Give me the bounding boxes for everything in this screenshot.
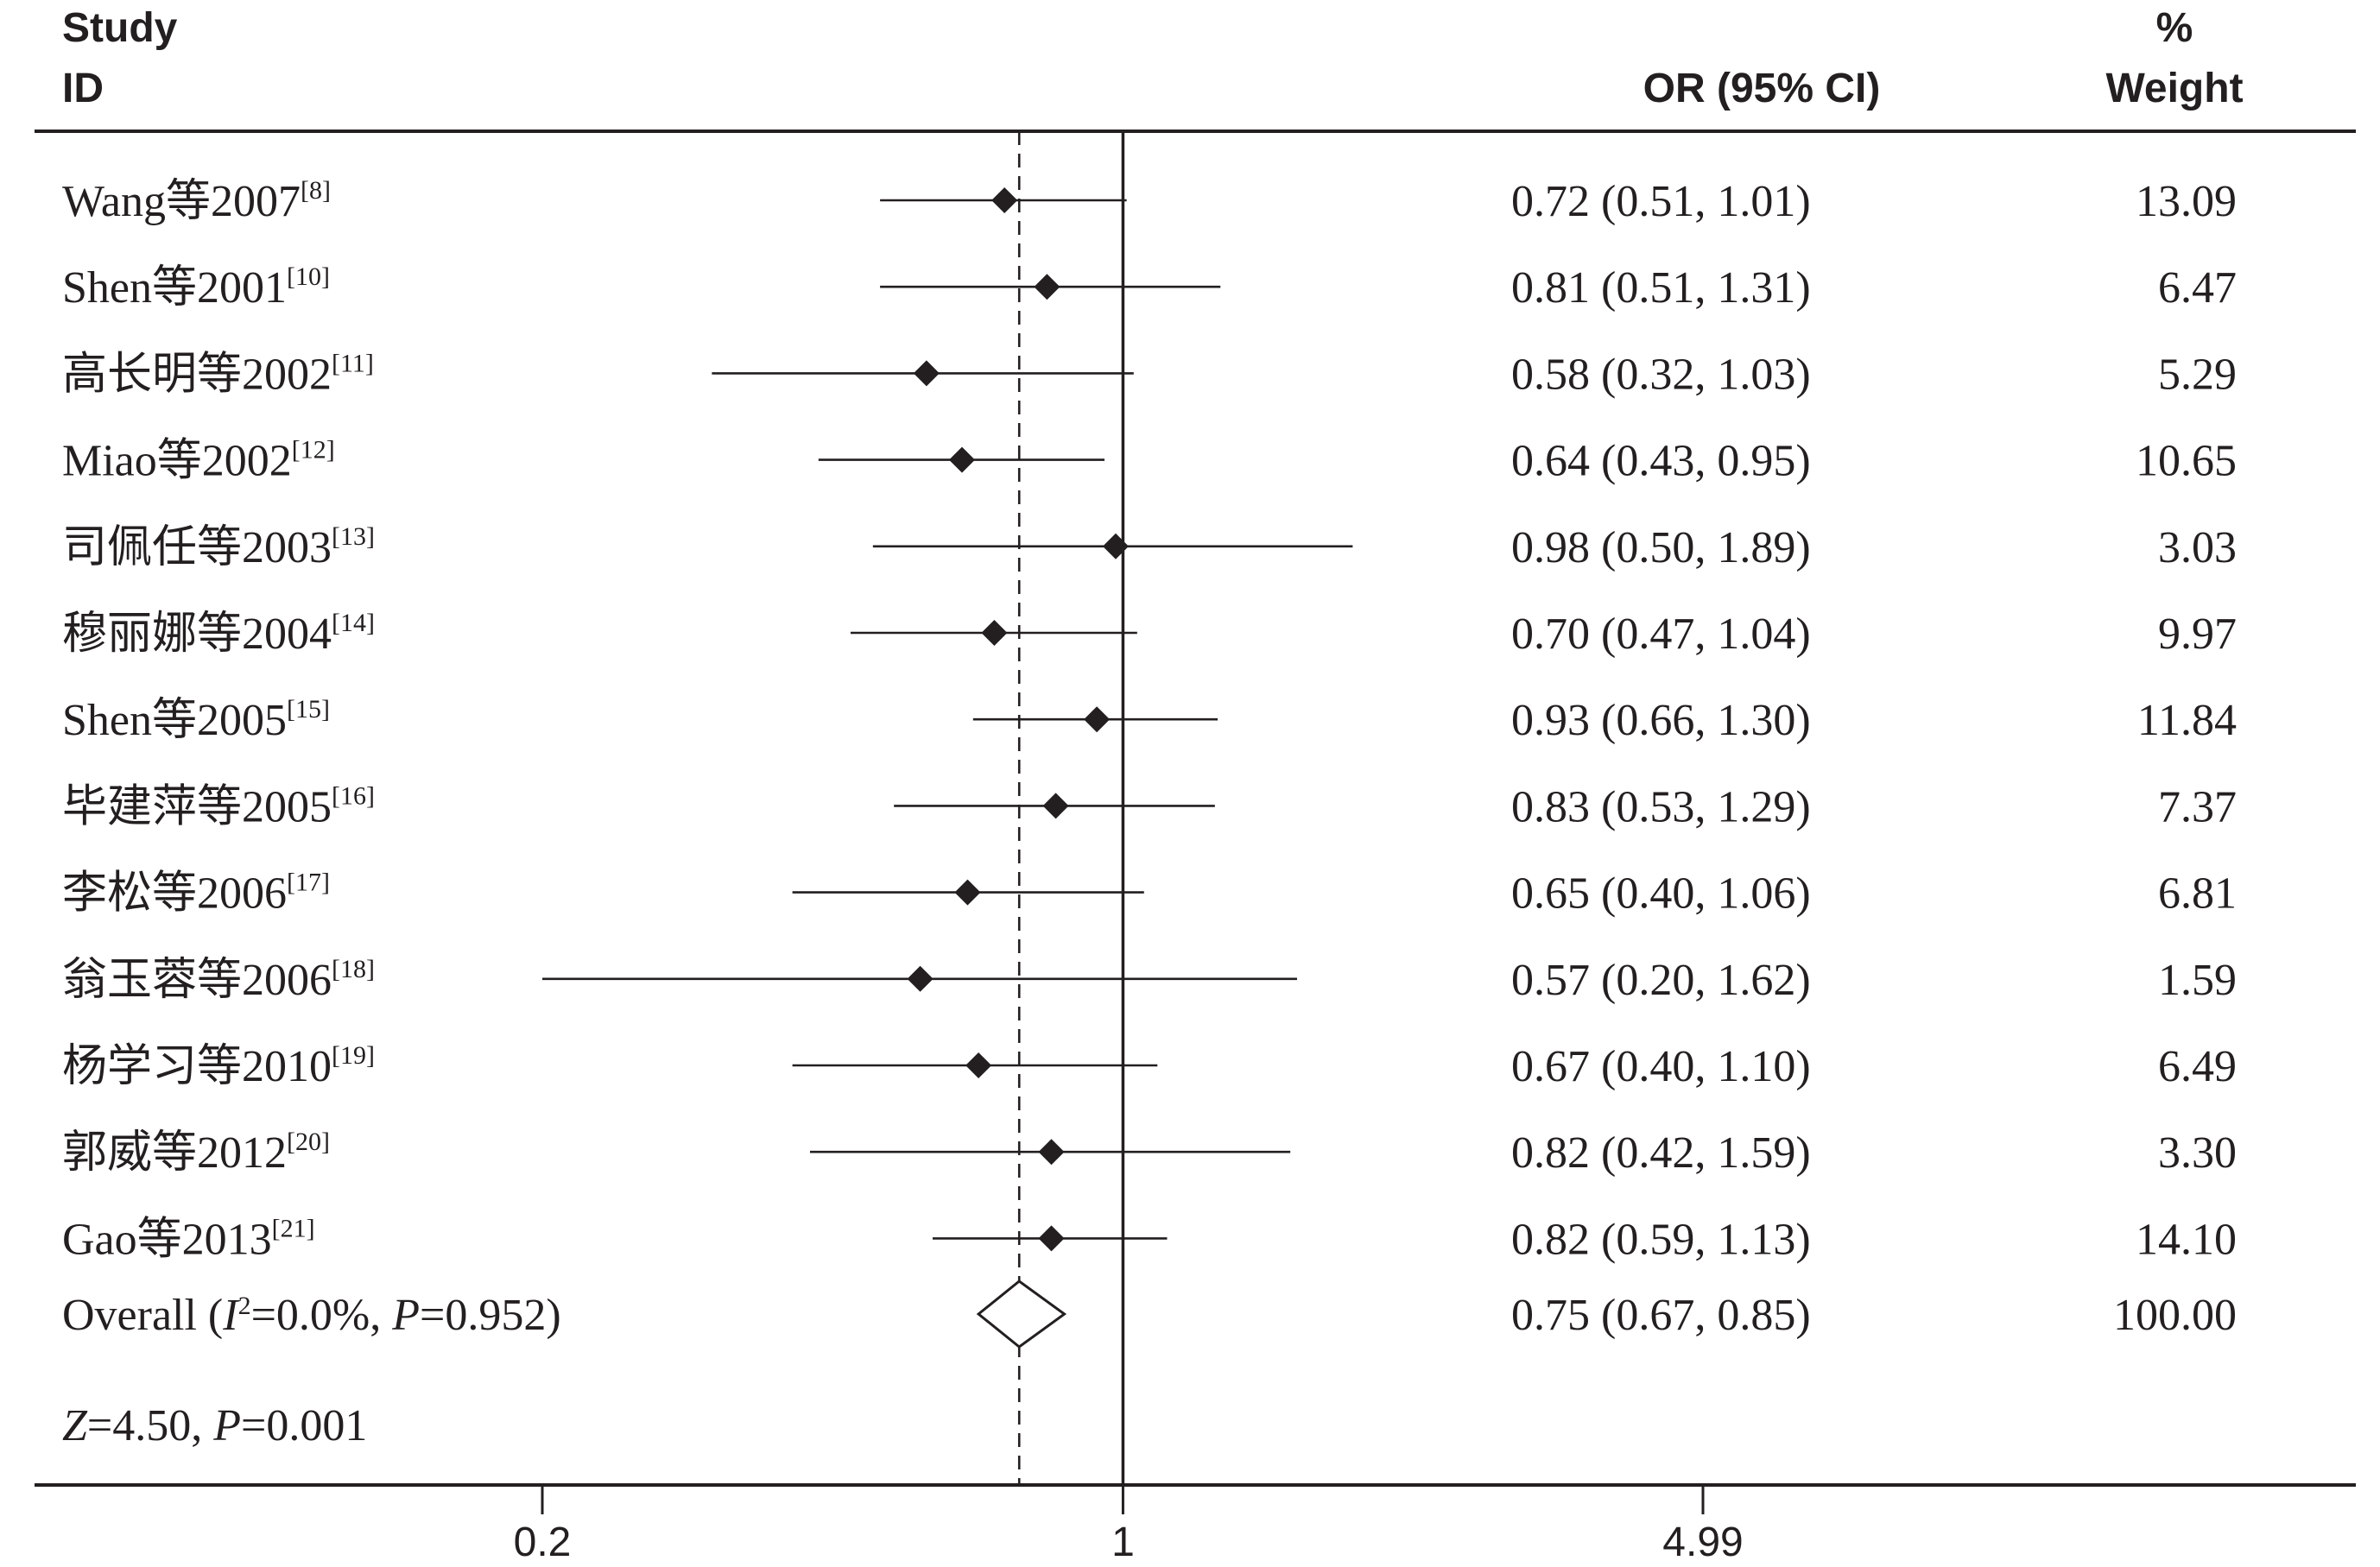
point-estimate (1102, 533, 1129, 559)
study-weight: 7.37 (2158, 782, 2237, 831)
study-label: 高长明等2002[11] (62, 349, 374, 399)
study-label: Miao等2002[12] (62, 436, 335, 486)
study-label: 毕建萍等2005[16] (62, 781, 375, 831)
header-id: ID (62, 66, 104, 111)
point-estimate (965, 1052, 992, 1078)
study-row: 郭威等2012[20] 0.82 (0.42, 1.59) 3.30 (62, 1128, 2237, 1178)
study-row: 高长明等2002[11] 0.58 (0.32, 1.03) 5.29 (62, 349, 2237, 399)
study-weight: 14.10 (2136, 1215, 2237, 1264)
point-estimate (913, 360, 940, 387)
overall-label: Overall (I2=0.0%, P=0.952) (62, 1291, 561, 1340)
point-estimate (1038, 1139, 1065, 1166)
study-rows: Wang等2007[8] 0.72 (0.51, 1.01) 13.09 Shen等2… (62, 176, 2237, 1264)
point-estimate (907, 965, 934, 992)
study-row: Miao等2002[12] 0.64 (0.43, 0.95) 10.65 (62, 436, 2237, 486)
study-weight: 3.30 (2158, 1128, 2237, 1178)
study-or-ci: 0.64 (0.43, 0.95) (1511, 437, 1811, 486)
point-estimate (981, 620, 1008, 646)
study-row: 杨学习等2010[19] 0.67 (0.40, 1.10) 6.49 (62, 1041, 2237, 1091)
study-weight: 1.59 (2158, 956, 2237, 1005)
study-row: Wang等2007[8] 0.72 (0.51, 1.01) 13.09 (62, 176, 2237, 226)
study-row: Gao等2013[21] 0.82 (0.59, 1.13) 14.10 (62, 1214, 2237, 1264)
overall-row: Overall (I2=0.0%, P=0.952) 0.75 (0.67, 0… (62, 1280, 2237, 1349)
study-weight: 9.97 (2158, 610, 2237, 659)
header-or-ci: OR (95% CI) (1643, 66, 1881, 111)
study-weight: 6.49 (2158, 1042, 2237, 1091)
study-label: Shen等2001[10] (62, 262, 330, 313)
overall-weight: 100.00 (2113, 1291, 2237, 1340)
study-or-ci: 0.93 (0.66, 1.30) (1511, 696, 1811, 745)
study-row: 穆丽娜等2004[14] 0.70 (0.47, 1.04) 9.97 (62, 609, 2237, 659)
study-weight: 6.81 (2158, 869, 2237, 919)
point-estimate (954, 879, 981, 906)
x-tick-label: 1 (1111, 1520, 1135, 1565)
study-or-ci: 0.72 (0.51, 1.01) (1511, 177, 1811, 226)
study-row: 毕建萍等2005[16] 0.83 (0.53, 1.29) 7.37 (62, 781, 2237, 831)
study-or-ci: 0.58 (0.32, 1.03) (1511, 350, 1811, 399)
study-or-ci: 0.82 (0.42, 1.59) (1511, 1128, 1811, 1178)
study-row: 司佩任等2003[13] 0.98 (0.50, 1.89) 3.03 (62, 522, 2237, 572)
study-or-ci: 0.82 (0.59, 1.13) (1511, 1215, 1811, 1264)
overall-or-ci: 0.75 (0.67, 0.85) (1511, 1291, 1811, 1340)
study-or-ci: 0.83 (0.53, 1.29) (1511, 782, 1811, 831)
study-row: 李松等2006[17] 0.65 (0.40, 1.06) 6.81 (62, 869, 2237, 919)
study-or-ci: 0.67 (0.40, 1.10) (1511, 1042, 1811, 1091)
point-estimate (991, 187, 1018, 213)
point-estimate (948, 446, 975, 473)
study-label: 杨学习等2010[19] (62, 1041, 375, 1091)
study-weight: 6.47 (2158, 263, 2237, 313)
study-label: Gao等2013[21] (62, 1214, 315, 1264)
study-or-ci: 0.98 (0.50, 1.89) (1511, 523, 1811, 572)
z-test-label: Z=4.50, P=0.001 (62, 1401, 367, 1450)
study-row: Shen等2001[10] 0.81 (0.51, 1.31) 6.47 (62, 262, 2237, 313)
x-tick-label: 4.99 (1662, 1520, 1743, 1565)
point-estimate (1034, 274, 1060, 300)
study-label: 郭威等2012[20] (62, 1128, 330, 1178)
study-weight: 3.03 (2158, 523, 2237, 572)
study-weight: 13.09 (2136, 177, 2237, 226)
study-weight: 11.84 (2137, 696, 2237, 745)
header-percent: % (2156, 5, 2193, 51)
point-estimate (1042, 793, 1069, 819)
study-row: 翁玉蓉等2006[18] 0.57 (0.20, 1.62) 1.59 (62, 955, 2237, 1005)
point-estimate (1038, 1225, 1065, 1252)
header-study: Study (62, 5, 178, 51)
study-label: Wang等2007[8] (62, 176, 331, 226)
study-or-ci: 0.70 (0.47, 1.04) (1511, 610, 1811, 659)
study-or-ci: 0.81 (0.51, 1.31) (1511, 263, 1811, 313)
study-label: Shen等2005[15] (62, 695, 330, 745)
study-label: 翁玉蓉等2006[18] (62, 955, 375, 1005)
overall-diamond (976, 1280, 1067, 1349)
study-row: Shen等2005[15] 0.93 (0.66, 1.30) 11.84 (62, 695, 2237, 745)
header-weight: Weight (2105, 66, 2243, 111)
study-label: 穆丽娜等2004[14] (62, 609, 375, 659)
x-tick-label: 0.2 (514, 1520, 572, 1565)
x-axis-ticks: 0.2 1 4.99 (514, 1485, 1744, 1565)
study-or-ci: 0.57 (0.20, 1.62) (1511, 956, 1811, 1005)
study-label: 李松等2006[17] (62, 869, 330, 919)
point-estimate (1084, 706, 1111, 733)
study-weight: 10.65 (2136, 437, 2237, 486)
study-label: 司佩任等2003[13] (62, 522, 375, 572)
study-or-ci: 0.65 (0.40, 1.06) (1511, 869, 1811, 919)
study-weight: 5.29 (2158, 350, 2237, 399)
